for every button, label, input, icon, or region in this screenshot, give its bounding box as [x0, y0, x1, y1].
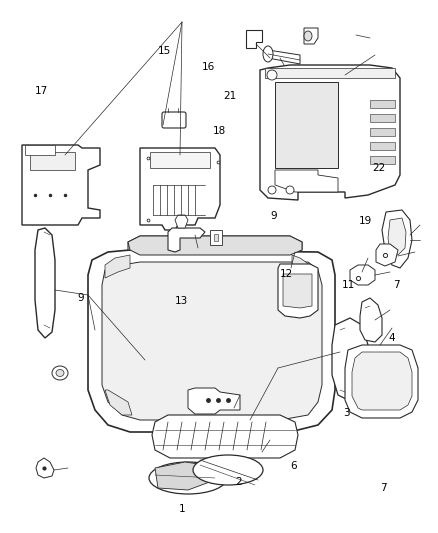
Text: 18: 18: [212, 126, 226, 135]
Text: 2: 2: [235, 478, 242, 487]
Polygon shape: [382, 210, 412, 268]
Polygon shape: [175, 215, 188, 228]
Polygon shape: [332, 318, 368, 400]
Ellipse shape: [268, 186, 276, 194]
Ellipse shape: [286, 186, 294, 194]
Polygon shape: [376, 244, 398, 266]
Ellipse shape: [263, 46, 273, 62]
Polygon shape: [155, 462, 215, 490]
Polygon shape: [278, 264, 318, 318]
Text: 15: 15: [158, 46, 171, 55]
Text: 4: 4: [389, 334, 396, 343]
Polygon shape: [102, 262, 322, 420]
Text: 17: 17: [35, 86, 48, 95]
FancyBboxPatch shape: [162, 112, 186, 128]
Polygon shape: [268, 50, 300, 64]
Polygon shape: [128, 236, 302, 255]
Text: 21: 21: [223, 91, 237, 101]
Text: 6: 6: [290, 462, 297, 471]
Polygon shape: [188, 388, 240, 414]
Text: 19: 19: [359, 216, 372, 226]
Polygon shape: [35, 228, 55, 338]
Text: 22: 22: [372, 163, 385, 173]
Text: 11: 11: [342, 280, 355, 290]
Polygon shape: [88, 250, 335, 432]
Text: 7: 7: [380, 483, 387, 492]
Polygon shape: [22, 145, 100, 225]
Polygon shape: [275, 82, 338, 168]
Ellipse shape: [52, 366, 68, 380]
Polygon shape: [265, 68, 395, 78]
Polygon shape: [283, 274, 312, 308]
Text: 16: 16: [201, 62, 215, 71]
Text: 9: 9: [270, 211, 277, 221]
Polygon shape: [388, 218, 406, 255]
Polygon shape: [140, 148, 220, 230]
Polygon shape: [370, 100, 395, 108]
Ellipse shape: [304, 31, 312, 41]
Text: 3: 3: [343, 408, 350, 418]
Text: 1: 1: [178, 504, 185, 514]
Polygon shape: [30, 152, 75, 170]
Polygon shape: [260, 65, 400, 200]
Polygon shape: [214, 234, 218, 241]
Ellipse shape: [56, 369, 64, 376]
Text: 7: 7: [393, 280, 400, 290]
Polygon shape: [360, 298, 382, 342]
Polygon shape: [168, 228, 205, 252]
Ellipse shape: [149, 462, 227, 494]
Polygon shape: [275, 170, 338, 192]
Polygon shape: [370, 156, 395, 164]
Polygon shape: [210, 230, 222, 245]
Polygon shape: [105, 255, 130, 278]
Text: 12: 12: [280, 270, 293, 279]
Polygon shape: [292, 255, 315, 278]
Polygon shape: [304, 28, 318, 44]
Polygon shape: [350, 265, 375, 285]
Polygon shape: [352, 352, 412, 410]
Ellipse shape: [267, 70, 277, 80]
Polygon shape: [128, 236, 302, 250]
Polygon shape: [105, 390, 132, 415]
Polygon shape: [370, 128, 395, 136]
Text: 9: 9: [78, 294, 85, 303]
Polygon shape: [246, 30, 262, 48]
Polygon shape: [370, 142, 395, 150]
Polygon shape: [25, 145, 55, 155]
Polygon shape: [152, 415, 298, 458]
Ellipse shape: [193, 455, 263, 485]
Polygon shape: [370, 114, 395, 122]
Polygon shape: [150, 152, 210, 168]
Text: 13: 13: [175, 296, 188, 306]
Polygon shape: [345, 345, 418, 418]
Polygon shape: [36, 458, 54, 478]
